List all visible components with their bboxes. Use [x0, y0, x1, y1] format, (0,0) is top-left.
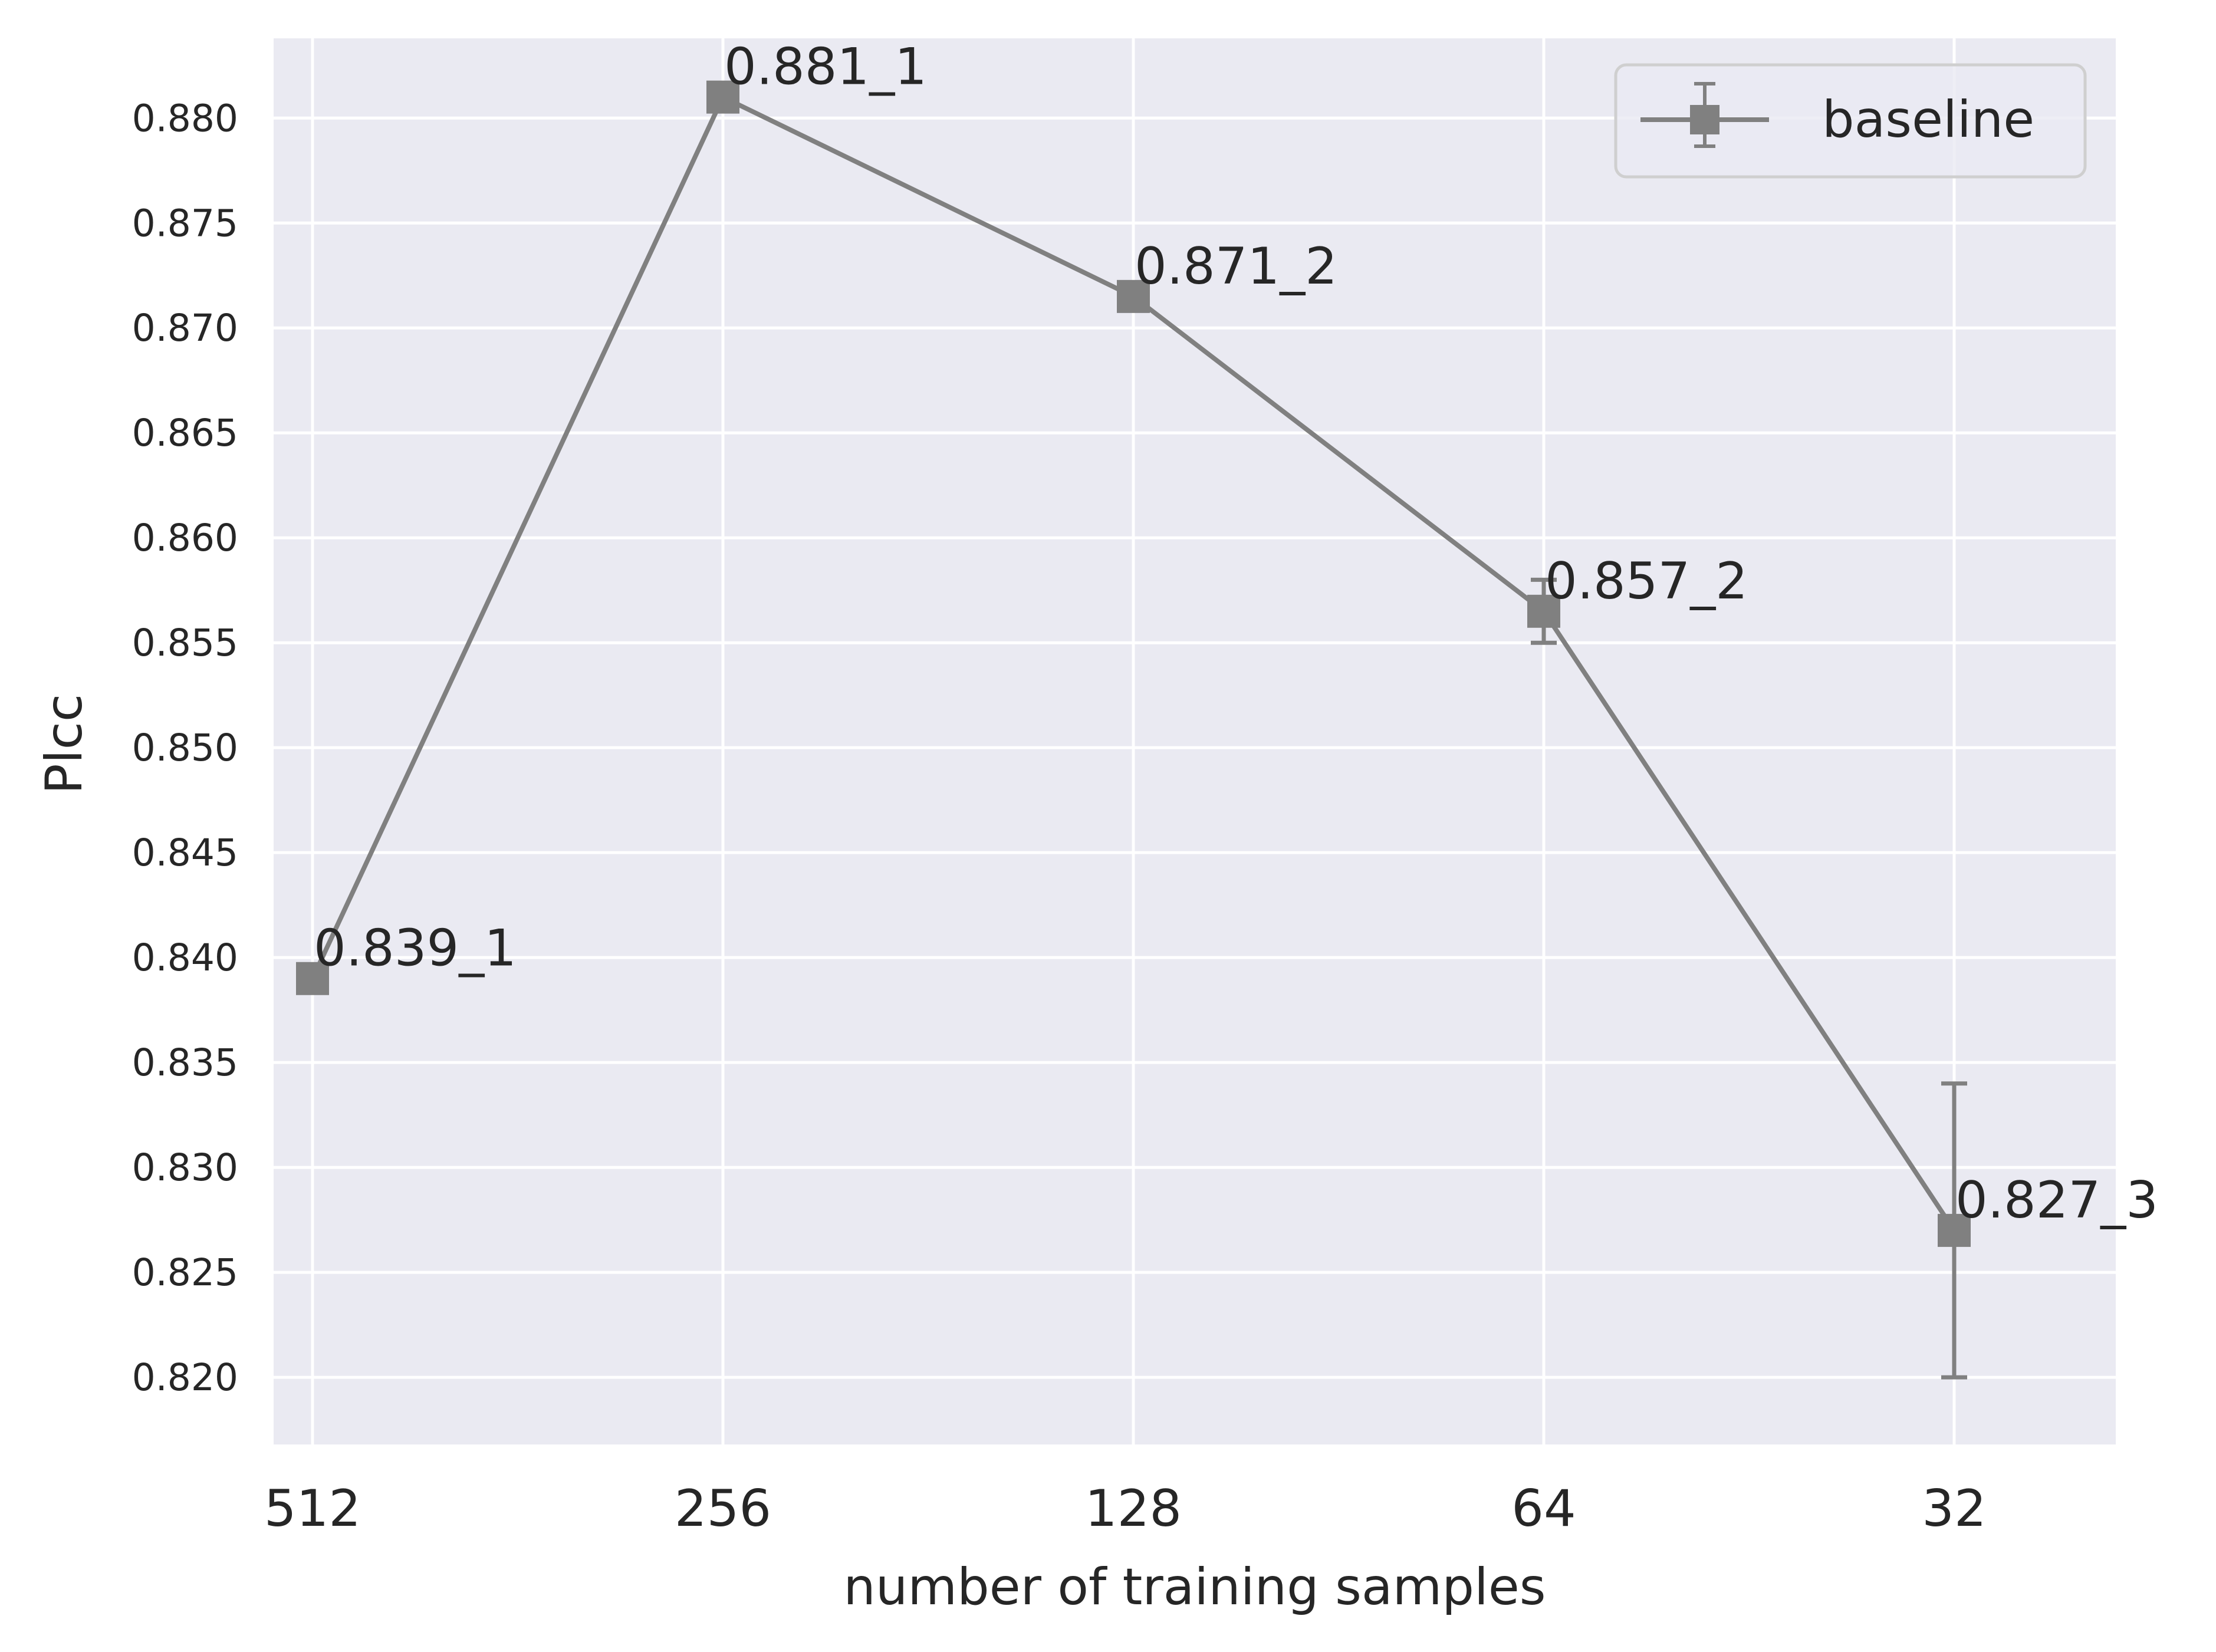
y-tick-label: 0.850: [132, 726, 238, 769]
legend-box: [1614, 63, 2087, 179]
y-tick-label: 0.820: [132, 1356, 238, 1399]
y-tick-label: 0.875: [132, 202, 238, 245]
data-label: 0.871_2: [1135, 237, 1337, 296]
legend-entry-baseline: baseline: [1822, 90, 2034, 149]
x-tick-label: 32: [1922, 1479, 1986, 1538]
y-tick-label: 0.855: [132, 621, 238, 664]
series-layer: 0.839_1 0.881_1 0.871_2 0.857_2 0.827_3: [296, 38, 2158, 1380]
data-label: 0.827_3: [1955, 1171, 2158, 1230]
y-tick-labels: 0.820 0.825 0.830 0.835 0.840 0.845 0.850 0.855…: [132, 97, 238, 1399]
legend: baseline: [1614, 63, 2087, 179]
data-point-marker: [1117, 279, 1150, 313]
data-label: 0.881_1: [724, 38, 927, 97]
y-tick-label: 0.840: [132, 936, 238, 979]
y-tick-label: 0.870: [132, 307, 238, 350]
grid-lines: [274, 38, 2116, 1444]
x-tick-label: 256: [675, 1479, 771, 1538]
y-tick-label: 0.845: [132, 831, 238, 874]
y-tick-label: 0.860: [132, 516, 238, 560]
y-tick-label: 0.880: [132, 97, 238, 140]
plot-background: [274, 38, 2116, 1444]
y-tick-label: 0.830: [132, 1146, 238, 1189]
data-label: 0.857_2: [1545, 552, 1748, 611]
y-tick-label: 0.825: [132, 1251, 238, 1294]
y-axis-label: Plcc: [35, 694, 94, 794]
y-tick-label: 0.865: [132, 412, 238, 455]
x-tick-label: 128: [1085, 1479, 1182, 1538]
data-point-marker: [706, 80, 739, 114]
data-point-marker: [1527, 594, 1560, 628]
x-axis-label: number of training samples: [843, 1558, 1546, 1617]
x-tick-label: 512: [264, 1479, 361, 1538]
x-tick-labels: 512 256 128 64 32: [264, 1479, 1987, 1538]
y-tick-label: 0.835: [132, 1041, 238, 1084]
data-label: 0.839_1: [314, 919, 517, 978]
legend-marker-square-icon: [1690, 105, 1719, 134]
x-tick-label: 64: [1511, 1479, 1576, 1538]
data-point-marker: [296, 962, 329, 995]
data-point-marker: [1938, 1213, 1971, 1247]
